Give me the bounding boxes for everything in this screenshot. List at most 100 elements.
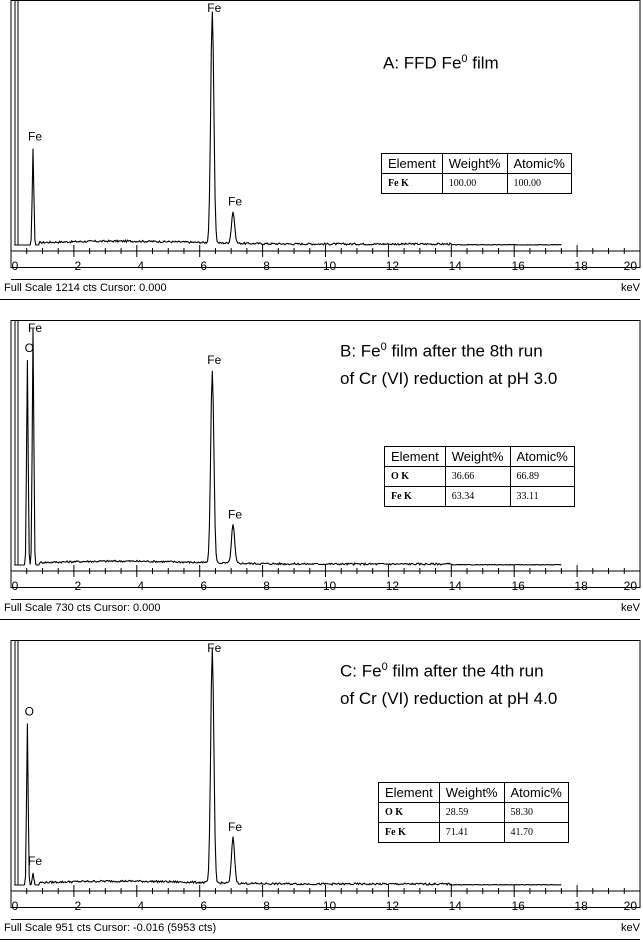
cell-weight: 36.66 [444,466,511,487]
header-weight: Weight% [444,446,511,467]
peak-label-fe: Fe [28,321,42,335]
panel-title: C: Fe0 film after the 4th run of Cr (VI)… [340,654,557,712]
footer-full-scale: Full Scale 951 cts Cursor: -0.016 (5953 … [4,922,217,934]
x-tick-label: 10 [323,579,337,593]
table-row: Fe K 63.34 33.11 [384,486,575,507]
panel-title: A: FFD Fe0 film [383,46,499,77]
table-row: Fe K 71.41 41.70 [378,822,569,843]
peak-label-o: O [25,341,34,355]
header-atomic: Atomic% [506,153,572,174]
header-element: Element [378,782,440,803]
title-text-rest: film after the 4th run [387,661,544,681]
header-atomic: Atomic% [503,782,569,803]
title-line-2: of Cr (VI) reduction at pH 4.0 [340,688,558,708]
composition-table: Element Weight% Atomic% O K 28.59 58.30 … [378,782,569,843]
header-element: Element [384,446,446,467]
table-header-row: Element Weight% Atomic% [384,446,575,467]
table-row: Fe K 100.00 100.00 [381,173,572,194]
footer-full-scale: Full Scale 730 cts Cursor: 0.000 [4,602,161,614]
x-tick-label: 4 [137,259,144,273]
plot-frame [10,0,641,268]
footer-full-scale: Full Scale 1214 cts Cursor: 0.000 [4,282,167,294]
x-tick-label: 14 [449,899,463,913]
composition-table: Element Weight% Atomic% O K 36.66 66.89 … [384,446,575,507]
spectrum-panel-a: 0 2 4 6 8 10 12 14 16 18 20 Fe Fe Fe A: FFD Fe0 film … [0,0,642,300]
x-tick-label: 2 [75,579,82,593]
x-tick-label: 0 [12,579,19,593]
table-row: O K 28.59 58.30 [378,802,569,823]
x-tick-label: 12 [386,899,400,913]
x-tick-label: 6 [200,899,207,913]
cell-element: Fe K [378,822,440,843]
peak-label-fe: Fe [228,195,242,209]
x-tick-label: 12 [386,579,400,593]
cell-element: Fe K [381,173,443,194]
x-tick-label: 14 [449,579,463,593]
spectrum-curve [14,328,562,567]
x-tick-label: 4 [137,579,144,593]
peak-label-fe: Fe [207,1,221,15]
cell-element: Fe K [384,486,446,507]
title-superscript: 0 [380,341,387,353]
x-tick-label: 18 [574,259,588,273]
x-tick-label: 20 [624,259,638,273]
composition-table: Element Weight% Atomic% Fe K 100.00 100.… [381,153,572,194]
cell-element: O K [378,802,440,823]
x-unit-label: keV [621,922,640,934]
header-atomic: Atomic% [509,446,575,467]
cell-atomic: 41.70 [503,822,569,843]
plot-frame [10,320,641,588]
title-text: C: Fe [340,661,382,681]
table-header-row: Element Weight% Atomic% [381,153,572,174]
cell-atomic: 100.00 [506,173,572,194]
table-row: O K 36.66 66.89 [384,466,575,487]
header-weight: Weight% [438,782,505,803]
x-tick-label: 14 [449,259,463,273]
x-tick-label: 2 [75,899,82,913]
header-element: Element [381,153,443,174]
x-tick-label: 0 [12,259,19,273]
x-unit-label: keV [621,282,640,294]
title-superscript: 0 [461,53,468,65]
spectrum-panel-b: 0 2 4 6 8 10 12 14 16 18 20 O Fe Fe Fe B: Fe0 film aft… [0,320,642,620]
cell-atomic: 58.30 [503,802,569,823]
cell-atomic: 66.89 [509,466,575,487]
x-tick-label: 10 [323,259,337,273]
peak-label-o: O [25,705,34,719]
peak-label-fe: Fe [28,854,42,868]
x-tick-label: 2 [75,259,82,273]
title-line-2: of Cr (VI) reduction at pH 3.0 [340,368,558,388]
title-text: B: Fe [340,341,381,361]
x-tick-label: 6 [200,259,207,273]
peak-label-fe: Fe [228,820,242,834]
spectrum-curve [14,11,562,246]
table-header-row: Element Weight% Atomic% [378,782,569,803]
plot-frame [10,640,641,908]
x-tick-label: 18 [574,899,588,913]
peak-label-fe: Fe [207,641,221,655]
x-tick-label: 4 [137,899,144,913]
cell-weight: 28.59 [438,802,505,823]
cell-weight: 100.00 [441,173,508,194]
spectrum-plot-a: 0 2 4 6 8 10 12 14 16 18 20 Fe Fe Fe [0,0,641,300]
title-text: A: FFD Fe [383,53,462,73]
spectrum-curve [14,648,562,886]
x-tick-label: 18 [574,579,588,593]
title-superscript: 0 [381,661,388,673]
cell-weight: 63.34 [444,486,511,507]
x-tick-label: 6 [200,579,207,593]
cell-weight: 71.41 [438,822,505,843]
peak-label-fe: Fe [228,507,242,521]
spectrum-plot-b: 0 2 4 6 8 10 12 14 16 18 20 O Fe Fe Fe [0,320,641,620]
x-tick-label: 12 [386,259,400,273]
x-tick-label: 8 [263,899,270,913]
x-tick-label: 20 [624,899,638,913]
title-text-rest: film [467,53,499,73]
header-weight: Weight% [441,153,508,174]
x-tick-label: 16 [512,579,526,593]
peak-label-fe: Fe [28,130,42,144]
x-tick-label: 8 [263,579,270,593]
x-tick-label: 8 [263,259,270,273]
x-unit-label: keV [621,602,640,614]
spectrum-panel-c: 0 2 4 6 8 10 12 14 16 18 20 O Fe Fe Fe C: Fe0 film aft… [0,640,642,940]
